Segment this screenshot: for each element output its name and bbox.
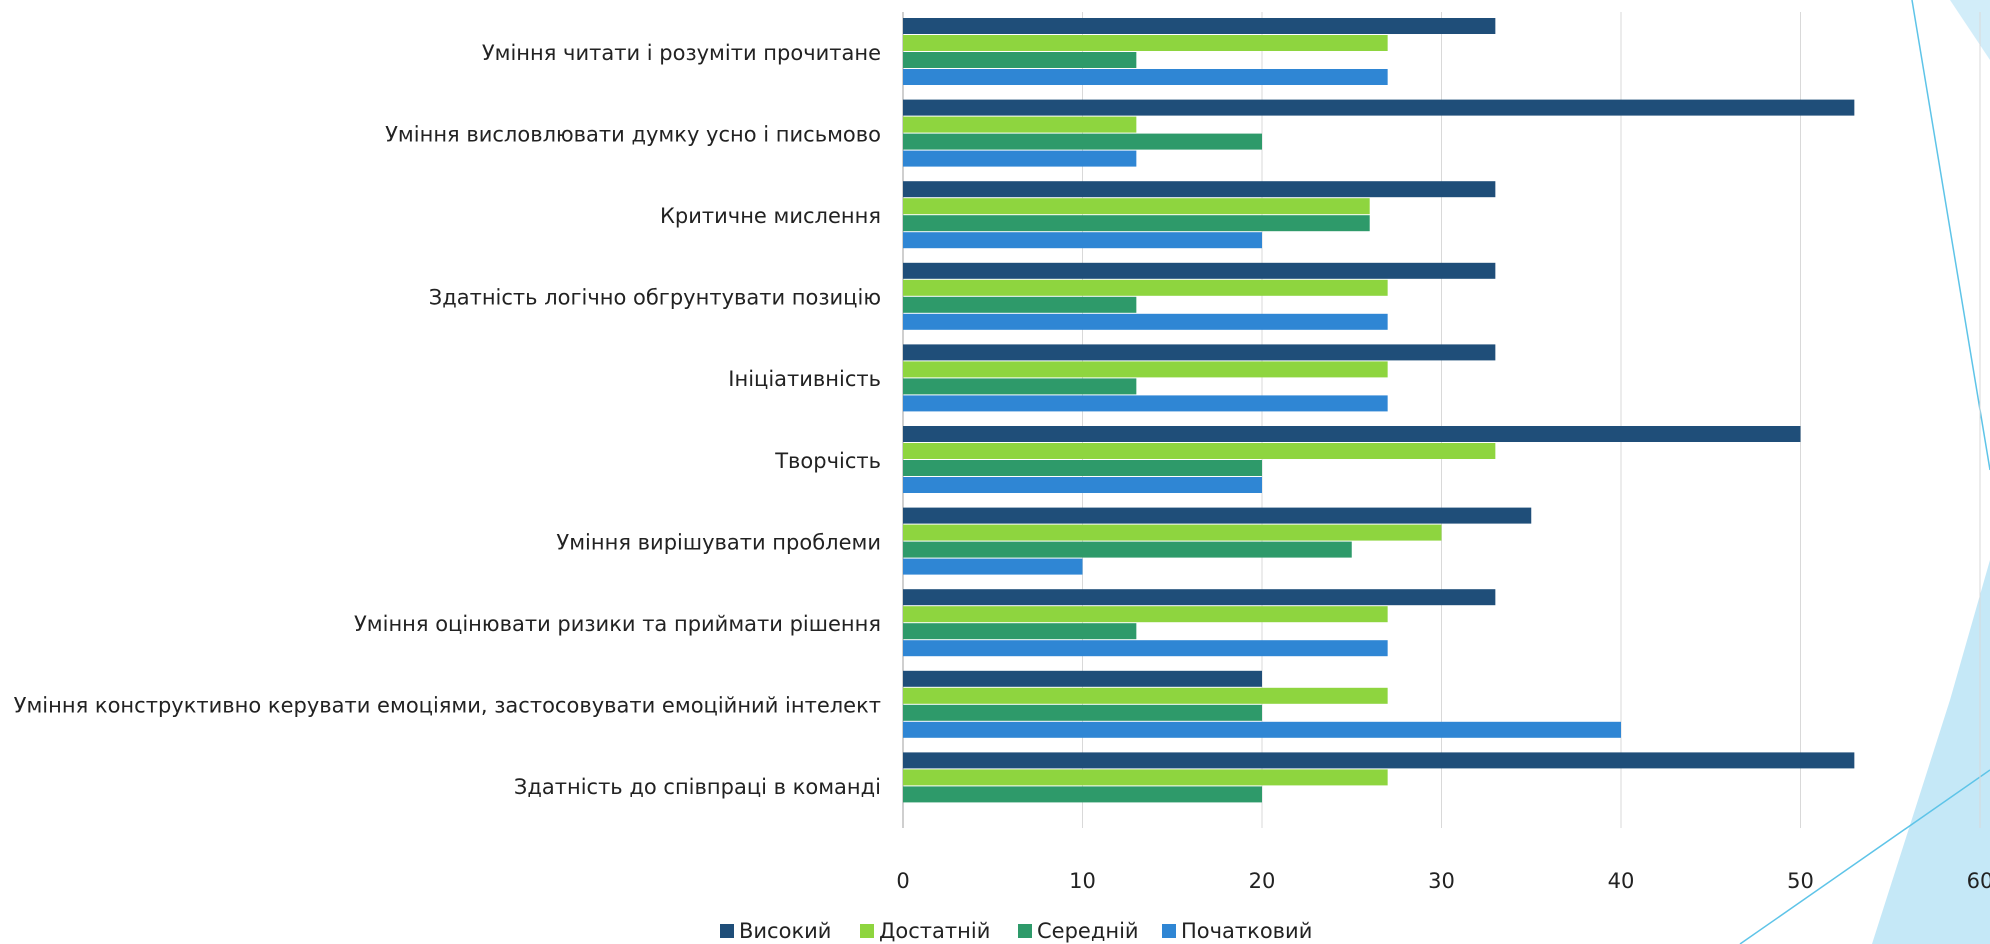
legend-label: Середній	[1037, 919, 1139, 943]
bar	[903, 181, 1496, 198]
category-label: Уміння висловлювати думку усно і письмов…	[385, 122, 881, 146]
bar	[903, 507, 1532, 524]
legend-swatch	[1018, 924, 1032, 938]
category-label: Творчість	[774, 449, 881, 473]
bar	[903, 623, 1137, 640]
bar	[903, 232, 1262, 249]
legend-swatch	[860, 924, 874, 938]
x-tick-label: 10	[1069, 869, 1096, 893]
legend-swatch	[720, 924, 734, 938]
bar	[903, 426, 1801, 442]
legend-swatch	[1162, 924, 1176, 938]
x-tick-label: 30	[1428, 869, 1455, 893]
bar	[903, 524, 1442, 541]
bar	[903, 477, 1262, 493]
bar	[903, 215, 1370, 232]
category-label: Уміння вирішувати проблеми	[556, 530, 881, 554]
bar	[903, 150, 1137, 167]
bar	[903, 378, 1137, 395]
bar	[903, 670, 1262, 687]
bar	[903, 395, 1388, 412]
bar	[903, 344, 1496, 361]
category-label: Уміння читати і розуміти прочитане	[482, 41, 881, 65]
bar	[903, 687, 1388, 704]
bar	[903, 296, 1137, 313]
legend-label: Початковий	[1181, 919, 1312, 943]
bar	[903, 18, 1496, 34]
bar	[903, 558, 1083, 575]
decor-line	[1911, 0, 1990, 471]
bar	[903, 279, 1388, 296]
bar	[903, 99, 1855, 116]
bar	[903, 606, 1388, 623]
bar	[903, 541, 1352, 558]
decor-line	[1739, 769, 1990, 944]
bar	[903, 443, 1496, 459]
legend-label: Достатній	[879, 919, 990, 943]
bar	[903, 313, 1388, 330]
bar	[903, 704, 1262, 721]
legend: Високий Достатній Середній Початковий	[720, 919, 1312, 943]
bar	[903, 589, 1496, 606]
bar	[903, 133, 1262, 150]
bar	[903, 640, 1388, 657]
x-tick-label: 60	[1967, 869, 1990, 893]
category-label: Ініціативність	[728, 367, 881, 391]
bar	[903, 35, 1388, 51]
bar	[903, 721, 1621, 738]
category-label: Критичне мислення	[660, 204, 881, 228]
category-label: Уміння оцінювати ризики та приймати ріше…	[354, 612, 881, 636]
bar	[903, 786, 1262, 803]
x-tick-label: 50	[1787, 869, 1814, 893]
category-label: Уміння конструктивно керувати емоціями, …	[14, 694, 881, 718]
x-tick-label: 20	[1249, 869, 1276, 893]
bar	[903, 116, 1137, 133]
bars	[903, 18, 1855, 803]
bar	[903, 769, 1388, 786]
decor-triangle	[1872, 560, 1990, 944]
bar	[903, 198, 1370, 215]
bar	[903, 460, 1262, 476]
x-tick-label: 40	[1608, 869, 1635, 893]
bar	[903, 69, 1388, 85]
x-tick-label: 0	[896, 869, 909, 893]
legend-label: Високий	[739, 919, 831, 943]
category-label: Здатність до співпраці в команді	[514, 775, 881, 799]
bar	[903, 52, 1137, 68]
bar	[903, 361, 1388, 378]
bar	[903, 262, 1496, 279]
bar	[903, 752, 1855, 769]
category-label: Здатність логічно обгрунтувати позицію	[429, 286, 881, 310]
